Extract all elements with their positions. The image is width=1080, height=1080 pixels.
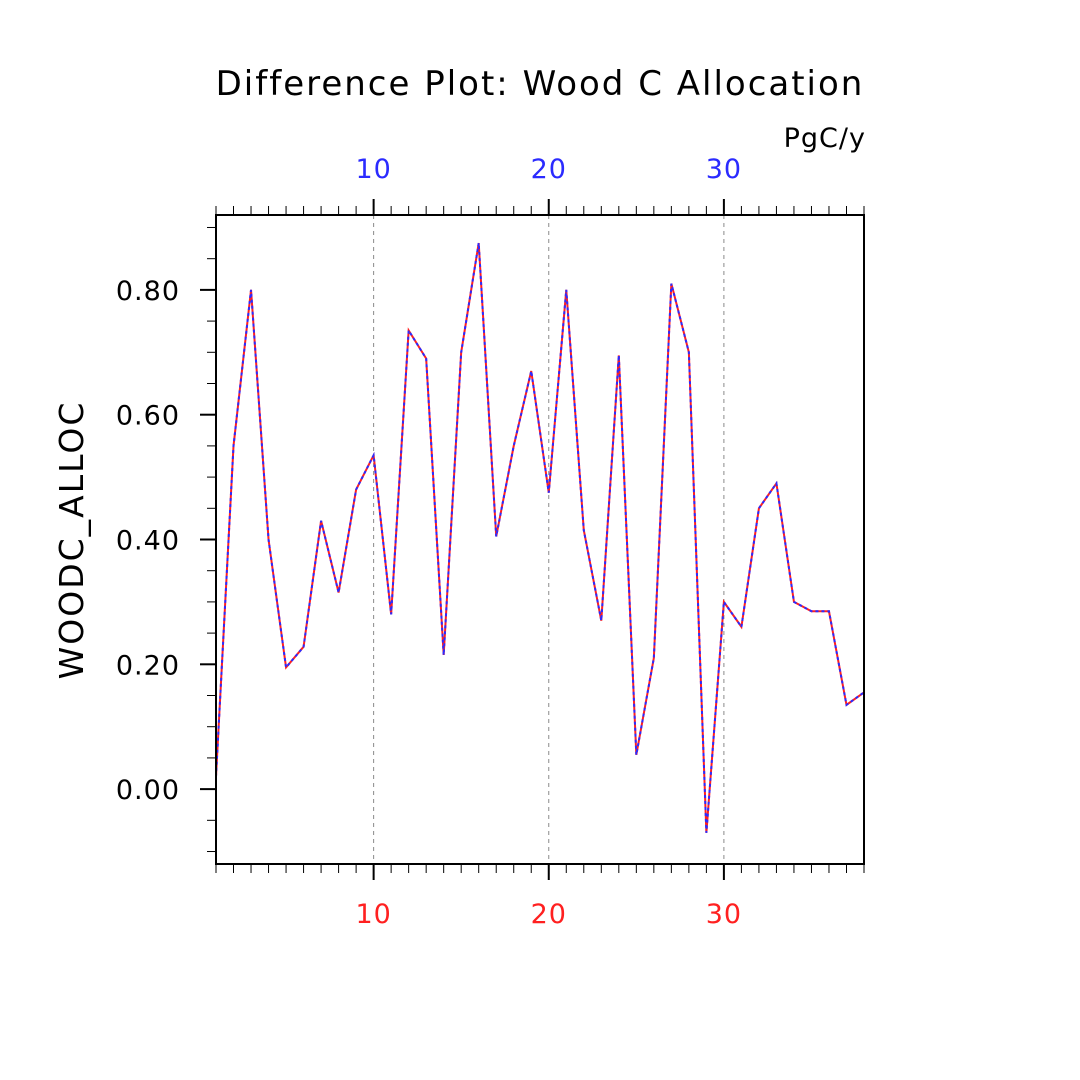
y-axis-label: WOODC_ALLOC — [52, 401, 91, 680]
axis-ticks: 0.00 0.20 0.40 0.60 0.80 10 10 20 20 30 30 — [116, 154, 865, 930]
x-tick-label-top: 20 — [531, 154, 567, 185]
series-lines — [215, 242, 865, 833]
x-tick-label-bottom: 20 — [531, 899, 567, 930]
grid-lines — [373, 215, 725, 864]
x-tick-label-top: 10 — [355, 154, 391, 185]
y-tick-label: 0.60 — [116, 401, 180, 432]
series-line-1 — [215, 242, 865, 833]
plot-frame — [215, 214, 865, 865]
y-tick-label: 0.40 — [116, 526, 180, 557]
series-line-2 — [215, 242, 865, 833]
units-label: PgC/y — [784, 123, 866, 154]
chart-title: Difference Plot: Wood C Allocation — [216, 64, 865, 104]
y-tick-label: 0.00 — [116, 775, 180, 806]
y-tick-label: 0.20 — [116, 650, 180, 681]
x-tick-label-bottom: 30 — [706, 899, 742, 930]
x-tick-label-top: 30 — [706, 154, 742, 185]
y-tick-label: 0.80 — [116, 276, 180, 307]
x-tick-label-bottom: 10 — [355, 899, 391, 930]
